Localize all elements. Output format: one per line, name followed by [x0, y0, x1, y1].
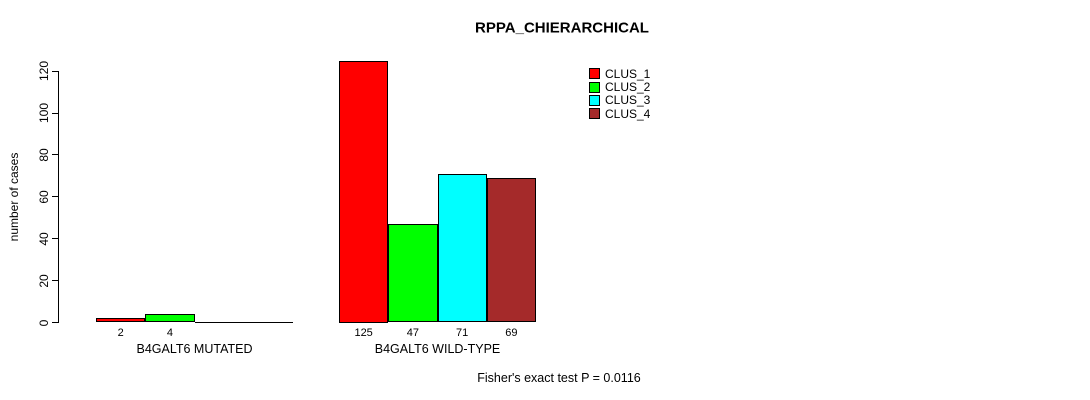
y-tick-mark: [52, 196, 59, 198]
legend-label: CLUS_4: [605, 106, 651, 121]
legend-item: CLUS_3: [589, 94, 650, 107]
y-tick-mark: [52, 322, 59, 323]
y-tick-label: 40: [37, 232, 51, 246]
legend: CLUS_1 CLUS_2 CLUS_3 CLUS_4: [589, 67, 650, 121]
y-tick-label: 120: [37, 61, 51, 82]
bar: [486, 177, 536, 323]
bar-value-label: 2: [117, 327, 124, 339]
y-tick-mark: [52, 112, 59, 114]
legend-label: CLUS_3: [605, 93, 651, 108]
y-tick-label: 100: [37, 102, 51, 124]
y-tick-mark: [52, 70, 59, 72]
zero-bar-baseline: [243, 321, 293, 323]
bar: [388, 224, 438, 323]
y-tick-mark: [52, 154, 59, 156]
bar: [145, 314, 195, 323]
group-label: B4GALT6 MUTATED: [136, 342, 253, 356]
bar-value-label: 69: [505, 327, 518, 339]
bar: [96, 318, 146, 323]
legend-swatch: [589, 108, 600, 120]
y-tick-mark: [52, 280, 59, 282]
chart-title: RPPA_CHIERARCHICAL: [475, 19, 649, 37]
y-axis-title: number of cases: [7, 152, 21, 242]
bar-value-label: 4: [166, 327, 173, 339]
bar-value-label: 47: [406, 327, 419, 339]
legend-label: CLUS_1: [605, 66, 651, 81]
y-tick-label: 60: [37, 190, 51, 204]
group-label: B4GALT6 WILD-TYPE: [374, 342, 501, 356]
bar: [339, 60, 389, 323]
legend-item: CLUS_4: [589, 107, 650, 120]
y-tick-mark: [52, 238, 59, 240]
y-tick-label: 80: [37, 148, 51, 162]
y-tick-label: 0: [37, 319, 51, 326]
legend-item: CLUS_2: [589, 80, 650, 93]
legend-label: CLUS_2: [605, 80, 651, 95]
legend-swatch: [589, 94, 600, 106]
legend-swatch: [589, 81, 600, 93]
y-tick-label: 20: [37, 273, 51, 288]
bar: [437, 173, 487, 323]
legend-swatch: [589, 68, 600, 80]
zero-bar-baseline: [194, 321, 244, 323]
bar-value-label: 71: [456, 327, 469, 339]
footer-annotation: Fisher's exact test P = 0.0116: [477, 371, 641, 385]
legend-item: CLUS_1: [589, 67, 650, 80]
bar-value-label: 125: [354, 327, 373, 339]
